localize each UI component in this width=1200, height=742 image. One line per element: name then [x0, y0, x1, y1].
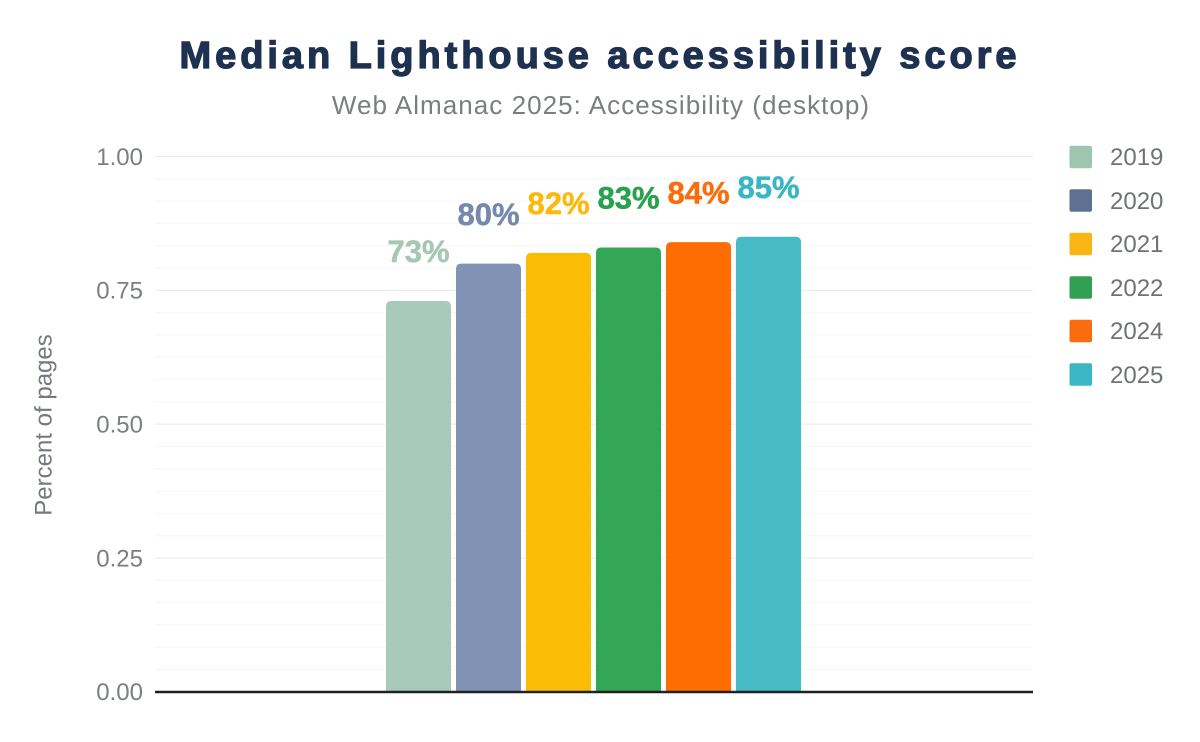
svg-text:1.00: 1.00 [96, 144, 143, 171]
svg-text:Percent of pages: Percent of pages [31, 334, 58, 515]
svg-text:2020: 2020 [1110, 188, 1163, 215]
svg-text:0.25: 0.25 [96, 545, 143, 572]
svg-text:2019: 2019 [1110, 144, 1163, 171]
svg-text:2022: 2022 [1110, 275, 1163, 302]
svg-text:0.75: 0.75 [96, 278, 143, 305]
svg-text:Median Lighthouse accessibilit: Median Lighthouse accessibility score [180, 35, 1021, 77]
svg-text:2025: 2025 [1110, 362, 1163, 389]
svg-text:80%: 80% [457, 197, 519, 232]
svg-text:84%: 84% [667, 175, 729, 210]
svg-text:83%: 83% [597, 181, 659, 216]
svg-text:2024: 2024 [1110, 318, 1163, 345]
svg-text:2021: 2021 [1110, 231, 1163, 258]
svg-text:0.50: 0.50 [96, 411, 143, 438]
svg-text:85%: 85% [737, 170, 799, 205]
svg-text:73%: 73% [387, 234, 449, 269]
svg-text:Web Almanac 2025: Accessibilit: Web Almanac 2025: Accessibility (desktop… [332, 90, 870, 120]
svg-text:0.00: 0.00 [96, 679, 143, 706]
svg-text:82%: 82% [527, 186, 589, 221]
